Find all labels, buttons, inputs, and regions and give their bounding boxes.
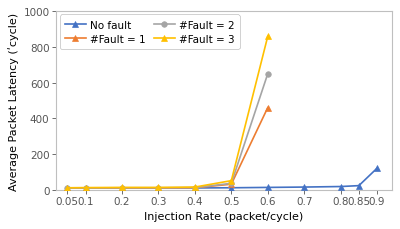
Y-axis label: Average Packet Latency (ʹcycle): Average Packet Latency (ʹcycle) [8,12,19,190]
Line: #Fault = 2: #Fault = 2 [64,72,270,191]
No fault [192,187,197,190]
No fault [229,187,234,189]
#Fault = 1 [120,187,124,190]
#Fault = 1 [265,107,270,109]
#Fault = 2 [156,187,161,189]
#Fault = 2 [192,186,197,189]
#Fault = 1 [192,187,197,189]
Line: #Fault = 3: #Fault = 3 [64,34,270,191]
#Fault = 2 [83,187,88,190]
No fault [338,185,343,188]
No fault [65,187,70,190]
#Fault = 1 [156,187,161,190]
#Fault = 1 [229,183,234,186]
#Fault = 3 [156,186,161,189]
#Fault = 1 [83,187,88,190]
#Fault = 3 [120,186,124,189]
No fault [356,184,361,187]
No fault [156,187,161,190]
No fault [265,186,270,189]
Legend: No fault, #Fault = 1, #Fault = 2, #Fault = 3: No fault, #Fault = 1, #Fault = 2, #Fault… [60,15,240,50]
#Fault = 2 [265,73,270,76]
#Fault = 2 [229,182,234,185]
No fault [83,187,88,190]
No fault [120,187,124,190]
X-axis label: Injection Rate (packet/cycle): Injection Rate (packet/cycle) [144,211,304,221]
#Fault = 3 [265,36,270,38]
Line: No fault: No fault [64,166,380,191]
#Fault = 2 [120,187,124,189]
#Fault = 3 [65,187,70,189]
#Fault = 3 [192,186,197,189]
#Fault = 2 [65,187,70,190]
No fault [375,167,380,170]
Line: #Fault = 1: #Fault = 1 [64,105,270,191]
#Fault = 1 [65,187,70,190]
#Fault = 3 [229,180,234,182]
No fault [302,186,307,189]
#Fault = 3 [83,186,88,189]
